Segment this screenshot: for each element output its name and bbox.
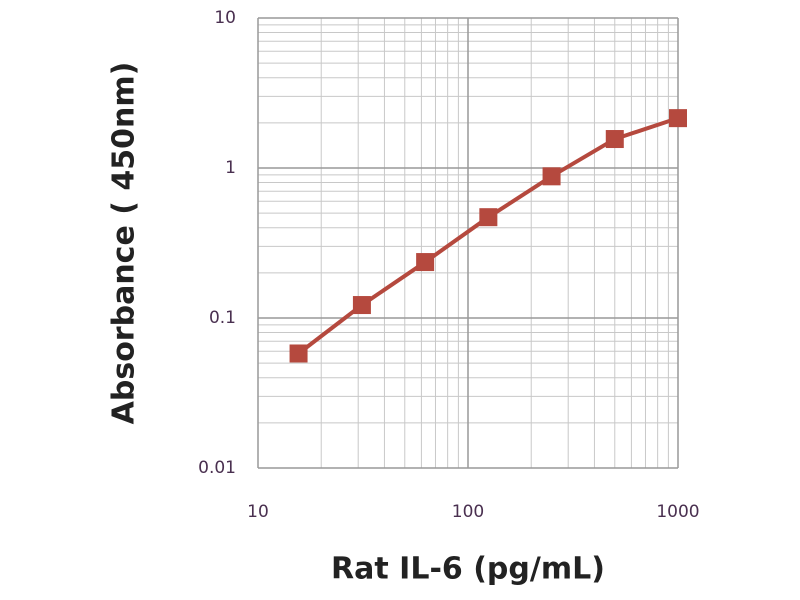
- x-tick-label: 1000: [656, 502, 699, 522]
- data-point: [352, 296, 371, 315]
- data-point: [479, 208, 498, 227]
- data-point: [605, 130, 624, 149]
- data-point: [416, 253, 435, 272]
- data-point: [289, 344, 308, 363]
- y-axis-title: Absorbance ( 450nm): [107, 62, 142, 425]
- x-tick-label: 100: [452, 502, 484, 522]
- y-tick-label: 0.01: [198, 458, 236, 478]
- data-point: [542, 167, 561, 186]
- y-tick-label: 10: [214, 8, 236, 28]
- y-tick-label: 1: [225, 158, 236, 178]
- y-tick-label: 0.1: [209, 308, 236, 328]
- x-axis-title: Rat IL-6 (pg/mL): [331, 552, 605, 587]
- x-tick-label: 10: [247, 502, 269, 522]
- data-point: [669, 109, 687, 128]
